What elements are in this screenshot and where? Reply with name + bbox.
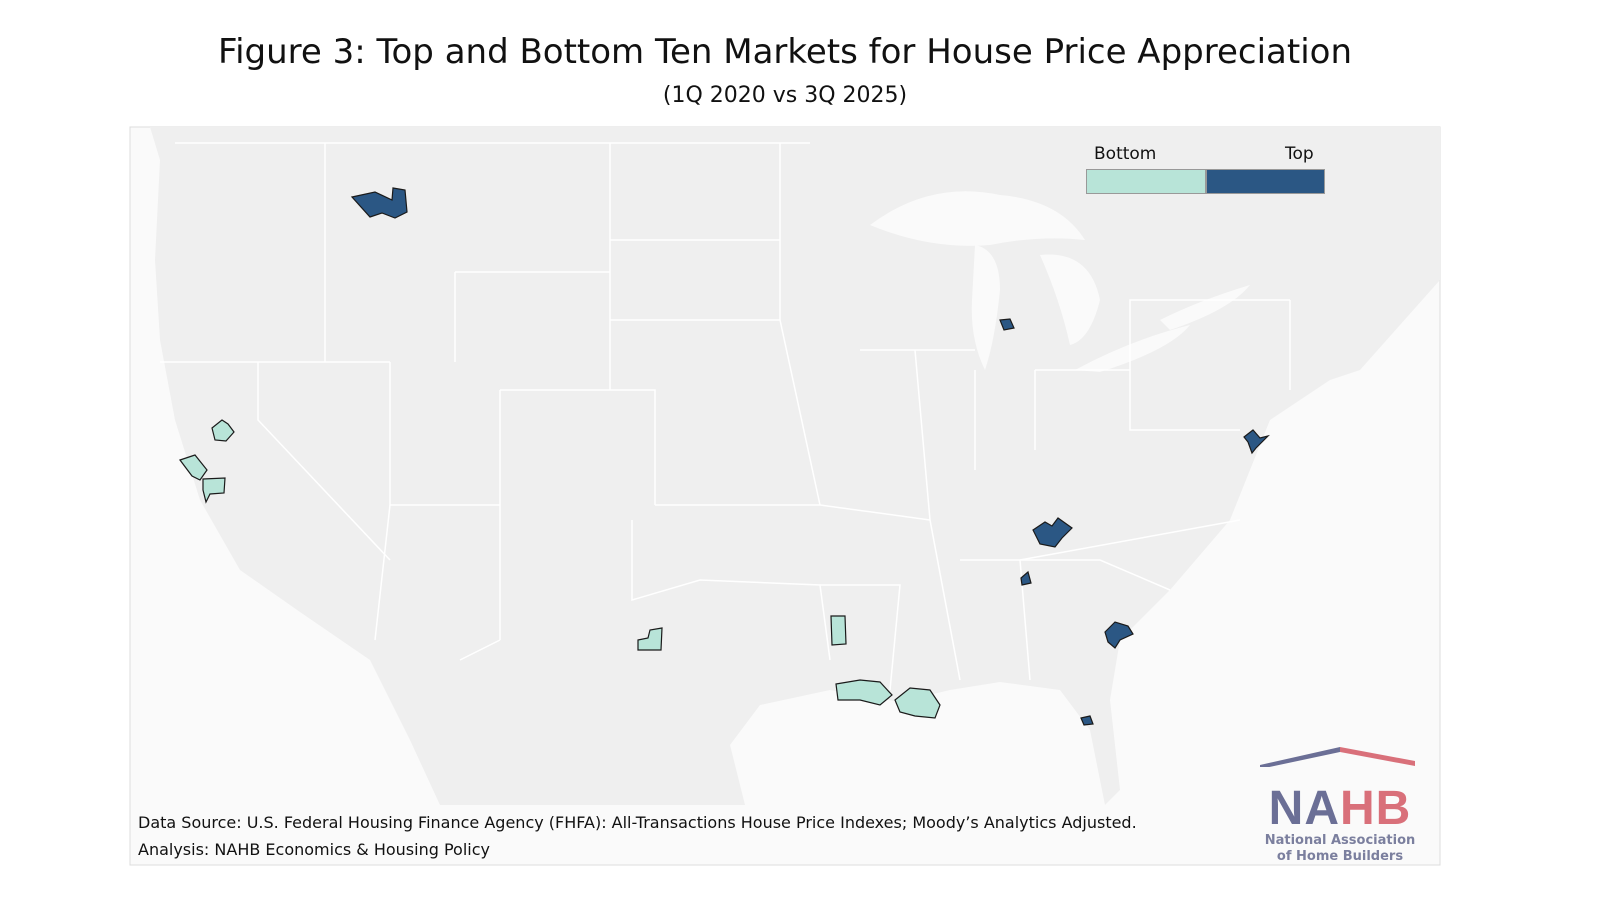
- market-top-tennessee: [1032, 517, 1073, 548]
- great-lakes: [870, 191, 1250, 372]
- lake-superior: [870, 191, 1085, 246]
- chart-title: Figure 3: Top and Bottom Ten Markets for…: [218, 32, 1352, 72]
- legend-top-swatch: [1206, 169, 1325, 194]
- market-top-new-jersey: [1243, 429, 1270, 455]
- lake-erie: [1075, 325, 1190, 372]
- legend-bottom-swatch: [1086, 169, 1206, 194]
- market-bottom-louisiana-south-east: [894, 687, 941, 719]
- state-borders: [160, 142, 1291, 691]
- market-top-florida: [1080, 715, 1094, 726]
- lake-ontario: [1160, 285, 1250, 330]
- market-top-south-carolina: [1104, 621, 1134, 649]
- markets-top: [350, 187, 1270, 726]
- legend-top-label: Top: [1285, 144, 1314, 164]
- analysis-note: Analysis: NAHB Economics & Housing Polic…: [138, 840, 490, 859]
- market-top-montana: [350, 187, 408, 219]
- market-bottom-california-bay-2: [202, 477, 226, 504]
- logo-line-1: National Association: [1264, 833, 1416, 848]
- market-top-michigan: [999, 318, 1015, 331]
- legend-bottom-label: Bottom: [1094, 144, 1157, 164]
- logo-line-2: of Home Builders: [1276, 849, 1404, 864]
- market-bottom-louisiana-south-west: [835, 679, 893, 706]
- market-bottom-louisiana-north: [830, 615, 847, 646]
- house-roof-icon: [1260, 747, 1415, 769]
- nahb-logo: NAHB National Association of Home Builde…: [1255, 745, 1425, 865]
- market-bottom-california-north: [211, 419, 235, 442]
- markets-bottom: [179, 419, 941, 719]
- logo-letters: NAHB: [1268, 782, 1412, 835]
- data-source-note: Data Source: U.S. Federal Housing Financ…: [138, 813, 1137, 832]
- lake-michigan: [971, 245, 1000, 370]
- market-top-alabama: [1020, 570, 1032, 586]
- lake-huron: [1040, 254, 1100, 345]
- chart-subtitle: (1Q 2020 vs 3Q 2025): [662, 83, 908, 108]
- market-bottom-california-bay-1: [179, 454, 208, 481]
- market-bottom-texas: [637, 627, 663, 651]
